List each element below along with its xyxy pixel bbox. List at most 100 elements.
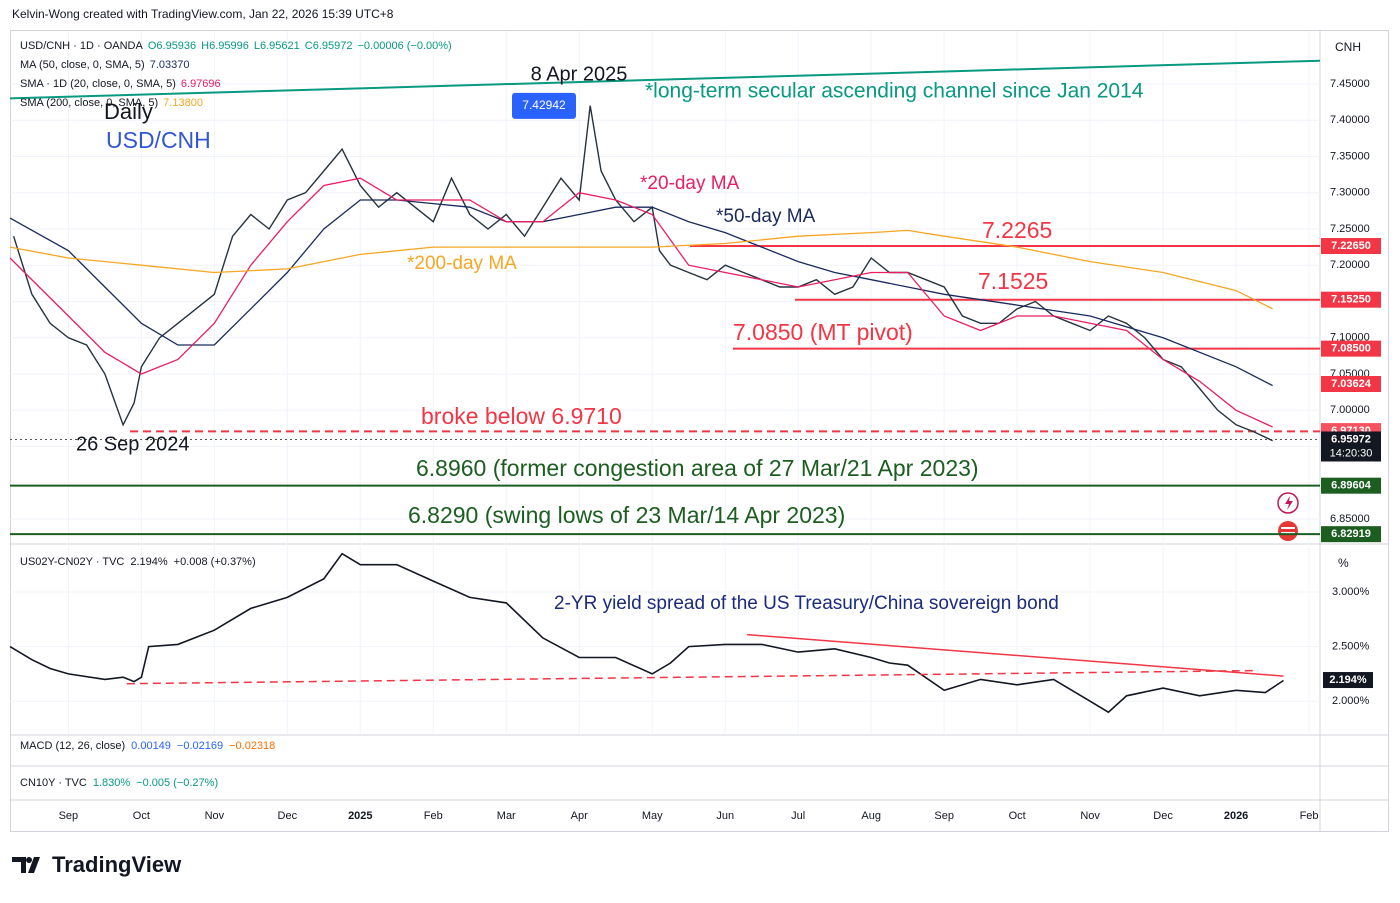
price-badge — [1321, 376, 1381, 393]
y-tick-label: 2.000% — [1332, 695, 1370, 707]
legend-value: 6.97696 — [181, 78, 221, 90]
legend-entry: SMA (200, close, 0, SMA, 5) 7.13800 — [20, 97, 203, 109]
x-tick-label: Jun — [716, 810, 734, 822]
y-tick-label: 7.35000 — [1330, 150, 1370, 162]
legend-value: L6.95621 — [254, 40, 300, 52]
x-tick-label: May — [642, 810, 663, 822]
pane-value: −0.02169 — [177, 740, 223, 752]
x-tick-label: Apr — [571, 810, 588, 822]
x-tick-label: 2025 — [348, 810, 372, 822]
x-tick-label: Nov — [1080, 810, 1100, 822]
x-tick-label: Dec — [278, 810, 298, 822]
timeframe: Daily — [104, 99, 153, 124]
annotation: *20-day MA — [640, 173, 740, 194]
x-tick-label: Feb — [1300, 810, 1319, 822]
x-tick-label: Nov — [205, 810, 225, 822]
price-badge — [1321, 340, 1381, 357]
legend-name: SMA · 1D (20, close, 0, SMA, 5) — [20, 78, 176, 90]
x-tick-label: Jul — [791, 810, 805, 822]
countdown: 14:20:30 — [1330, 447, 1373, 459]
credit: Kelvin-Wong created with TradingView.com… — [12, 7, 394, 21]
x-tick-label: Oct — [1009, 810, 1026, 822]
legend-name: US02Y-CN02Y · TVC — [20, 556, 124, 568]
price-badge-label: 2.194% — [1329, 674, 1367, 686]
pane-value: 0.00149 — [131, 740, 171, 752]
legend-entry: MA (50, close, 0, SMA, 5) 7.03370 — [20, 59, 189, 71]
price-badge-label: 7.22650 — [1331, 240, 1371, 252]
annotation: 6.8290 (swing lows of 23 Mar/14 Apr 2023… — [408, 502, 845, 528]
y-tick-label: 7.30000 — [1330, 187, 1370, 199]
unit: % — [1338, 556, 1349, 570]
legend-value: 2.194% — [130, 556, 168, 568]
x-tick-label: Sep — [59, 810, 79, 822]
price-badge-label: 7.08500 — [1331, 343, 1371, 355]
pane-title: MACD (12, 26, close) — [20, 740, 125, 752]
annotation: broke below 6.9710 — [421, 403, 622, 429]
peak-label: 7.42942 — [522, 98, 566, 112]
price-badge-label: 7.15250 — [1331, 294, 1371, 306]
legend-value: −0.00006 (−0.00%) — [358, 40, 452, 52]
x-tick-label: Mar — [497, 810, 516, 822]
price-badge-label: 6.95972 — [1331, 433, 1371, 445]
x-tick-label: Feb — [424, 810, 443, 822]
y-tick-label: 6.85000 — [1330, 513, 1370, 525]
price-badge — [1321, 238, 1381, 255]
legend-entry: USD/CNH · 1D · OANDA O6.95936 H6.95996 L6.9… — [20, 40, 452, 52]
price-badge — [1321, 291, 1381, 308]
line-series — [9, 177, 1273, 428]
legend-entry: US02Y-CN02Y · TVC 2.194% +0.008 (+0.37%) — [20, 556, 256, 568]
icons — [1277, 492, 1299, 541]
line-series — [9, 229, 1273, 310]
logo — [12, 857, 40, 873]
x-tick-label: Aug — [861, 810, 881, 822]
price-badge — [1321, 431, 1381, 462]
price-badge — [1321, 477, 1381, 494]
legend-name: USD/CNH · 1D · OANDA — [20, 40, 144, 52]
brand: TradingView — [52, 852, 182, 877]
pane-legend: MACD (12, 26, close) 0.00149 −0.02169 −0.02… — [20, 740, 275, 752]
x-tick-label: 2026 — [1224, 810, 1248, 822]
legend-value: +0.008 (+0.37%) — [174, 556, 256, 568]
annotation: *50-day MA — [716, 206, 816, 227]
price-badge — [1323, 672, 1373, 689]
legend-value: C6.95972 — [305, 40, 353, 52]
y-tick-label: 7.45000 — [1330, 78, 1370, 90]
legend-value: H6.95996 — [201, 40, 249, 52]
line-series — [747, 633, 1284, 677]
x-tick-label: Dec — [1153, 810, 1173, 822]
annotation: 2-YR yield spread of the US Treasury/Chi… — [554, 593, 1059, 614]
x-tick-label: Sep — [934, 810, 954, 822]
legend-value: 7.03370 — [150, 59, 190, 71]
line-series — [9, 59, 1321, 100]
legend-name: MA (50, close, 0, SMA, 5) — [20, 59, 145, 71]
annotation: *200-day MA — [407, 253, 517, 274]
price-badge — [1321, 526, 1381, 543]
annotation: 7.0850 (MT pivot) — [733, 319, 913, 345]
pane-title: CN10Y · TVC — [20, 777, 87, 789]
annotation: 6.8960 (former congestion area of 27 Mar… — [416, 455, 979, 481]
legend-value: 7.13800 — [163, 97, 203, 109]
annotation: 8 Apr 2025 — [531, 63, 628, 85]
line-series — [126, 669, 1259, 685]
y-tick-label: 7.25000 — [1330, 223, 1370, 235]
y-tick-label: 2.500% — [1332, 641, 1370, 653]
y-tick-label: 7.20000 — [1330, 259, 1370, 271]
annotation: 7.2265 — [982, 217, 1052, 243]
peak-badge — [512, 92, 576, 119]
pane-legend: CN10Y · TVC 1.830% −0.005 (−0.27%) — [20, 777, 218, 789]
pane-value: −0.02318 — [229, 740, 275, 752]
pane-value: 1.830% — [93, 777, 131, 789]
y-tick-label: 3.000% — [1332, 586, 1370, 598]
x-tick-label: Oct — [133, 810, 150, 822]
y-tick-label: 7.40000 — [1330, 114, 1370, 126]
chart-title: USD/CNH — [106, 127, 211, 153]
y-tick-label: 7.00000 — [1330, 404, 1370, 416]
price-badge-label: 7.03624 — [1331, 378, 1372, 390]
legend-name: SMA (200, close, 0, SMA, 5) — [20, 97, 158, 109]
legend-entry: SMA · 1D (20, close, 0, SMA, 5) 6.97696 — [20, 78, 221, 90]
annotation: *long-term secular ascending channel sin… — [645, 80, 1144, 103]
legend-value: O6.95936 — [148, 40, 196, 52]
line-series — [9, 552, 1284, 714]
